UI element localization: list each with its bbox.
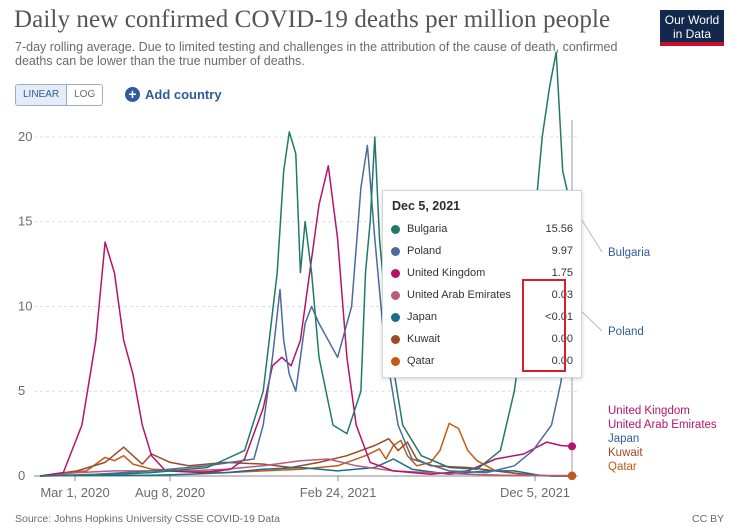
series-end-marker: [568, 442, 576, 451]
series-dot-icon: [391, 334, 400, 344]
tooltip-row: Poland 9.97: [391, 243, 573, 259]
y-tick-label: 0: [18, 468, 25, 483]
series-dot-icon: [391, 290, 400, 300]
tooltip-row: Qatar 0.00: [391, 353, 573, 369]
tooltip-row: United Arab Emirates 0.03: [391, 287, 573, 303]
tooltip-country-name: Japan: [407, 311, 437, 323]
x-tick-label: Feb 24, 2021: [300, 485, 377, 500]
add-country-button[interactable]: + Add country: [125, 85, 222, 103]
tooltip-date: Dec 5, 2021: [392, 199, 461, 213]
tooltip-country-name: Bulgaria: [407, 223, 448, 235]
series-line-kuwait: [39, 437, 572, 477]
y-tick-label: 10: [18, 298, 32, 313]
owid-logo[interactable]: Our World in Data: [660, 10, 724, 46]
tooltip-country-name: Kuwait: [407, 333, 441, 345]
tooltip-country-name: United Arab Emirates: [407, 289, 511, 301]
series-line-poland: [39, 144, 573, 477]
tooltip-value: 9.97: [551, 245, 573, 257]
tooltip-value: 15.56: [545, 223, 573, 235]
chart-subtitle: 7-day rolling average. Due to limited te…: [15, 40, 618, 68]
tooltip-row: Bulgaria 15.56: [391, 221, 573, 237]
series-end-label: United Arab Emirates: [608, 419, 717, 431]
hover-tooltip: Dec 5, 2021 Bulgaria 15.56 Poland 9.97 Unite…: [382, 190, 582, 378]
source-note[interactable]: Source: Johns Hopkins University CSSE CO…: [15, 513, 280, 525]
tooltip-country-name: United Kingdom: [407, 267, 486, 279]
chart-title: Daily new confirmed COVID-19 deaths per …: [14, 6, 611, 33]
tooltip-row: United Kingdom 1.75: [391, 265, 573, 281]
x-tick-label: Dec 5, 2021: [500, 485, 570, 500]
tooltip-row: Japan <0.01: [391, 309, 573, 325]
add-country-label: Add country: [145, 86, 222, 102]
x-tick-label: Mar 1, 2020: [40, 485, 109, 500]
tooltip-value: <0.01: [545, 311, 573, 323]
tooltip-value: 1.75: [551, 267, 573, 279]
series-end-label: Poland: [608, 326, 644, 338]
series-dot-icon: [391, 246, 400, 256]
tooltip-value: 0.03: [551, 289, 573, 301]
plus-icon: +: [125, 86, 140, 102]
series-dot-icon: [391, 268, 400, 278]
series-line-qatar: [39, 422, 572, 477]
series-end-marker: [568, 472, 576, 480]
series-end-label: Japan: [608, 433, 639, 445]
tooltip-value: 0.00: [551, 333, 573, 345]
tooltip-value: 0.00: [551, 355, 573, 367]
scale-toggle: LINEAR LOG: [15, 84, 104, 106]
license-link[interactable]: CC BY: [692, 513, 725, 525]
y-tick-label: 15: [18, 214, 32, 229]
series-end-label: United Kingdom: [608, 405, 690, 417]
log-scale-button[interactable]: LOG: [67, 85, 103, 105]
logo-line-2: in Data: [672, 27, 712, 41]
highlight-box: [522, 279, 566, 372]
tooltip-row: Kuwait 0.00: [391, 331, 573, 347]
logo-line-1: Our World: [664, 13, 720, 27]
tooltip-country-name: Poland: [407, 245, 442, 257]
series-end-label: Qatar: [608, 461, 637, 473]
x-tick-label: Aug 8, 2020: [135, 485, 205, 500]
series-end-label: Bulgaria: [608, 247, 651, 259]
series-dot-icon: [391, 356, 400, 366]
series-dot-icon: [391, 312, 400, 322]
series-end-label: Kuwait: [608, 447, 643, 459]
series-line-united-arab-emirates: [39, 458, 572, 477]
tooltip-country-name: Qatar: [407, 355, 435, 367]
linear-scale-button[interactable]: LINEAR: [16, 85, 68, 105]
y-tick-label: 20: [18, 129, 32, 144]
series-dot-icon: [391, 224, 400, 234]
y-tick-label: 5: [18, 383, 25, 398]
